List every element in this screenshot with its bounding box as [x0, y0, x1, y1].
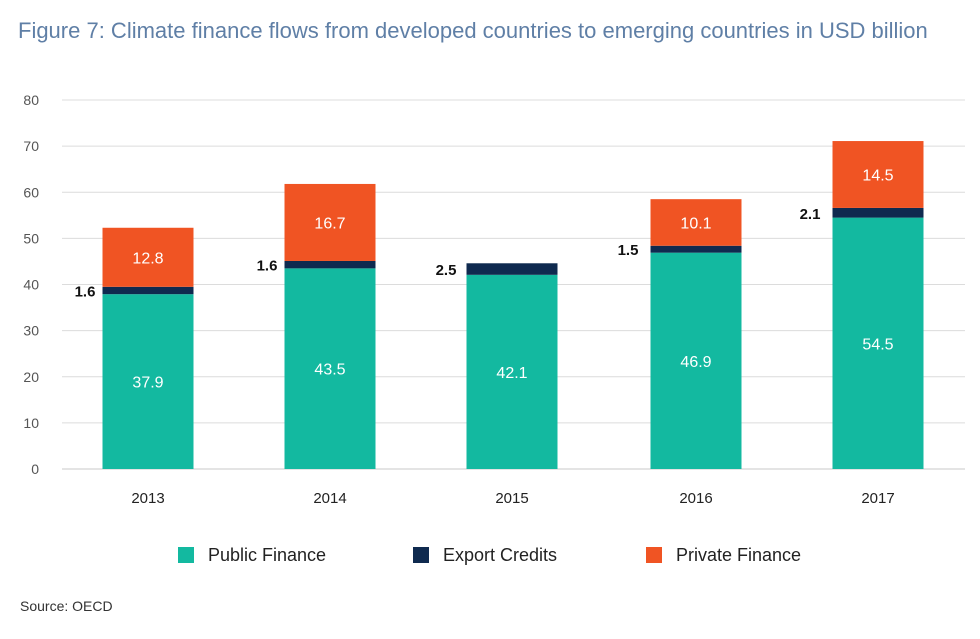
data-label-private-finance-2016: 10.1	[680, 215, 711, 232]
y-tick-label: 30	[23, 323, 39, 339]
bar-export-credits-2017	[832, 207, 924, 218]
y-tick-label: 10	[23, 415, 39, 431]
data-label-public-finance-2016: 46.9	[680, 354, 711, 371]
data-label-private-finance-2017: 14.5	[862, 167, 893, 184]
bar-export-credits-2016	[650, 245, 742, 253]
y-tick-label: 60	[23, 184, 39, 200]
y-tick-label: 20	[23, 369, 39, 385]
bar-public-finance-2013	[102, 294, 194, 469]
y-tick-label: 80	[23, 92, 39, 108]
data-label-export-credits-2014: 1.6	[257, 258, 278, 275]
legend-item-export-credits: Export Credits	[413, 542, 557, 568]
data-label-private-finance-2014: 16.7	[314, 215, 345, 232]
bar-export-credits-2014	[284, 260, 376, 269]
legend: Public Finance Export Credits Private Fi…	[0, 542, 980, 568]
data-label-public-finance-2013: 37.9	[132, 375, 163, 392]
legend-label-private-finance: Private Finance	[676, 544, 802, 565]
data-label-export-credits-2016: 1.5	[618, 242, 639, 259]
data-label-export-credits-2013: 1.6	[75, 283, 96, 300]
bar-private-finance-2014	[284, 183, 376, 261]
x-tick-label-2014: 2014	[313, 490, 346, 507]
legend-item-public-finance: Public Finance	[178, 542, 326, 568]
bar-public-finance-2016	[650, 252, 742, 469]
y-tick-label: 70	[23, 138, 39, 154]
bar-public-finance-2014	[284, 268, 376, 469]
legend-item-private-finance: Private Finance	[646, 542, 801, 568]
y-tick-label: 40	[23, 277, 39, 293]
bar-private-finance-2013	[102, 227, 194, 287]
x-tick-label-2015: 2015	[495, 490, 528, 507]
source-note: Source: OECD	[20, 598, 113, 614]
data-label-public-finance-2014: 43.5	[314, 362, 345, 379]
bar-export-credits-2015	[466, 263, 558, 275]
x-tick-label-2017: 2017	[861, 490, 894, 507]
data-label-private-finance-2013: 12.8	[132, 250, 163, 267]
stacked-bar-chart: 0 10 20 30 40 50 60 70 80 37.9 1.6 12.8 2013 43.5 1.6 1…	[23, 92, 965, 507]
y-tick-label: 0	[31, 461, 39, 477]
x-tick-label-2013: 2013	[131, 490, 164, 507]
bar-public-finance-2015	[466, 274, 558, 469]
legend-swatch-private-finance	[646, 547, 662, 563]
legend-label-export-credits: Export Credits	[443, 544, 558, 565]
bar-private-finance-2017	[832, 141, 924, 208]
x-tick-label-2016: 2016	[679, 490, 712, 507]
legend-swatch-export-credits	[413, 547, 429, 563]
data-label-public-finance-2017: 54.5	[862, 336, 893, 353]
data-label-export-credits-2015: 2.5	[436, 262, 457, 279]
y-tick-label: 50	[23, 230, 39, 246]
bar-public-finance-2017	[832, 217, 924, 469]
data-label-public-finance-2015: 42.1	[496, 365, 527, 382]
bar-private-finance-2016	[650, 199, 742, 246]
legend-label-public-finance: Public Finance	[208, 544, 327, 565]
bar-export-credits-2013	[102, 286, 194, 295]
chart-title: Figure 7: Climate finance flows from dev…	[18, 18, 928, 43]
data-label-export-credits-2017: 2.1	[800, 206, 821, 223]
legend-swatch-public-finance	[178, 547, 194, 563]
